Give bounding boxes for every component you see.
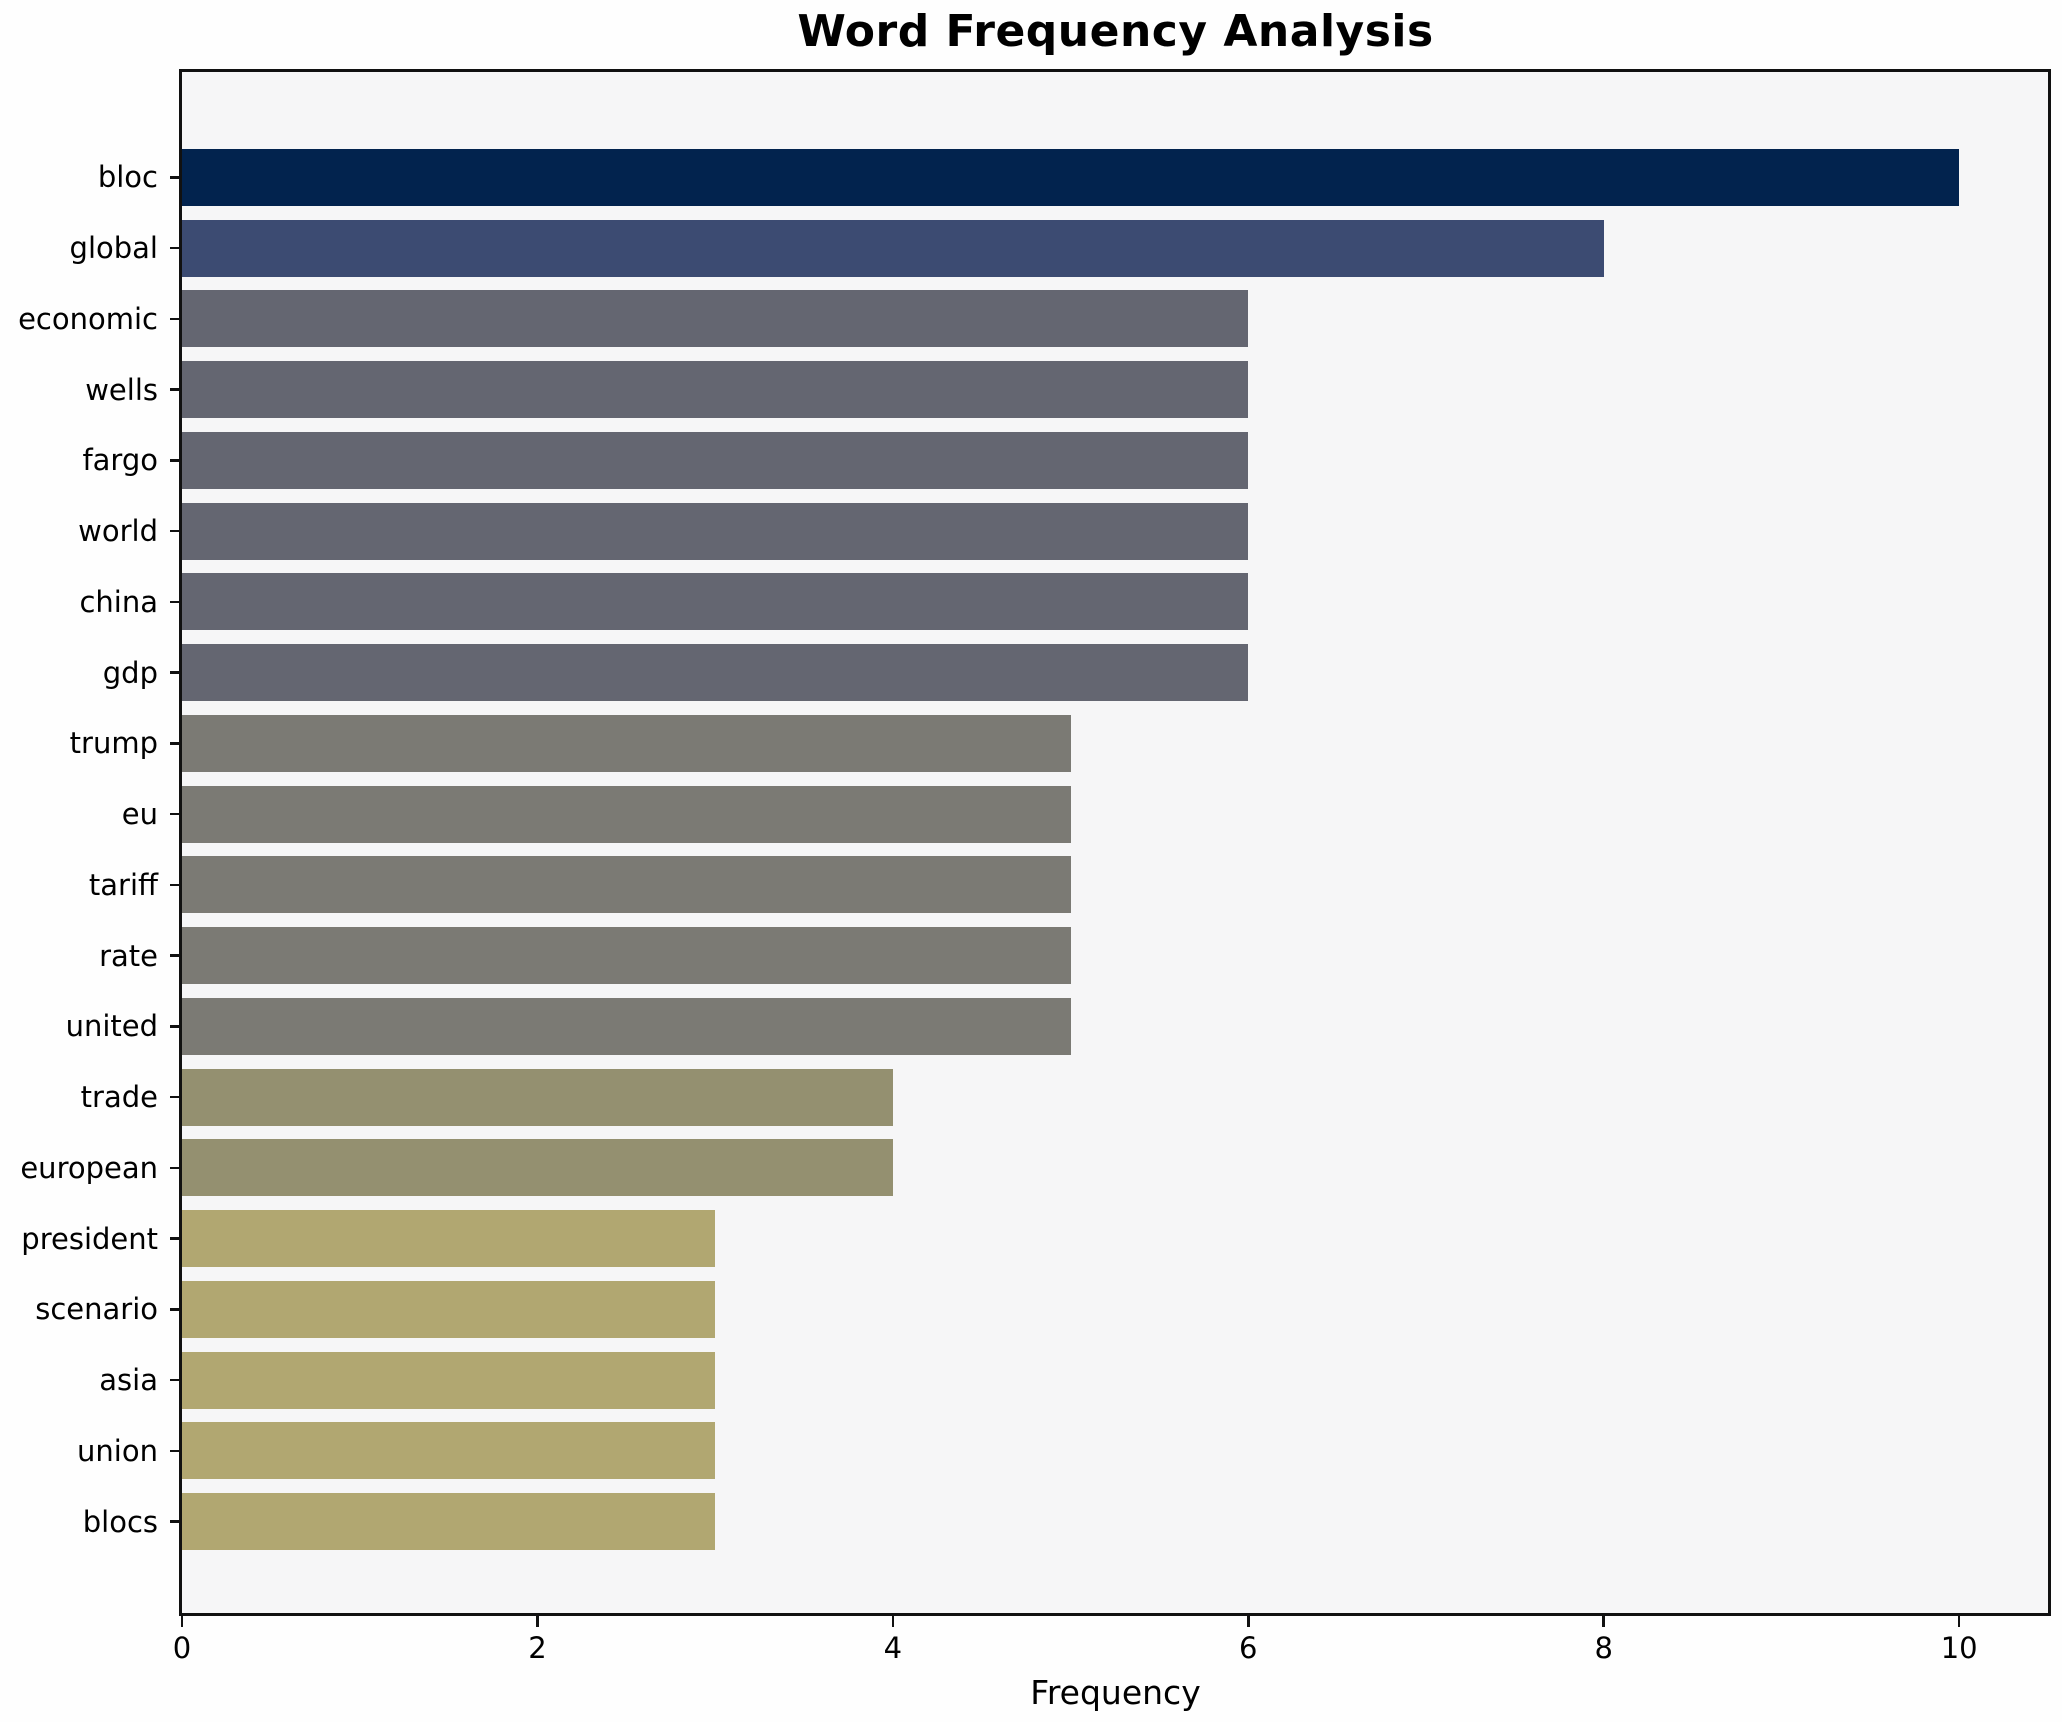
bar-scenario <box>182 1280 716 1338</box>
y-tick-mark <box>170 812 181 816</box>
bar-eu <box>182 785 1071 843</box>
x-tick-label: 0 <box>172 1631 192 1665</box>
y-tick-label: blocs <box>82 1504 158 1539</box>
bar-united <box>182 997 1071 1055</box>
bar-asia <box>182 1351 716 1409</box>
x-tick-mark <box>180 1616 184 1627</box>
y-tick-mark <box>170 1449 181 1453</box>
x-tick-mark <box>891 1616 895 1627</box>
bar-tariff <box>182 856 1071 914</box>
bar-trade <box>182 1068 893 1126</box>
x-tick-label: 10 <box>1940 1631 1978 1665</box>
bar-economic <box>182 290 1249 348</box>
bar-gdp <box>182 644 1249 702</box>
bar-union <box>182 1422 716 1480</box>
bar-wells <box>182 361 1249 419</box>
y-tick-mark <box>170 1520 181 1523</box>
y-tick-mark <box>170 388 181 391</box>
y-tick-mark <box>170 671 181 674</box>
bar-fargo <box>182 431 1249 489</box>
y-tick-label: global <box>69 231 158 266</box>
y-tick-label: president <box>21 1221 158 1256</box>
y-tick-label: scenario <box>35 1292 158 1327</box>
x-tick-label: 2 <box>528 1631 547 1665</box>
y-tick-label: union <box>77 1433 158 1468</box>
y-tick-mark <box>170 1308 181 1311</box>
y-tick-label: china <box>79 584 158 619</box>
y-tick-mark <box>170 1095 181 1099</box>
bar-world <box>182 502 1249 560</box>
bar-bloc <box>182 148 1960 206</box>
y-tick-label: eu <box>121 797 158 832</box>
x-tick-label: 4 <box>883 1631 903 1665</box>
bar-blocs <box>182 1493 716 1551</box>
x-tick-mark <box>1957 1616 1961 1627</box>
y-tick-label: european <box>20 1150 158 1185</box>
y-tick-mark <box>170 1166 181 1170</box>
bar-trump <box>182 714 1071 772</box>
y-tick-mark <box>170 317 181 321</box>
y-tick-mark <box>170 954 181 957</box>
y-tick-label: trade <box>80 1080 158 1115</box>
y-tick-mark <box>170 1237 181 1240</box>
y-tick-label: bloc <box>97 160 158 195</box>
y-tick-label: asia <box>99 1363 158 1398</box>
y-tick-mark <box>170 883 181 887</box>
plot-area <box>179 69 2051 1616</box>
y-tick-mark <box>170 1025 181 1028</box>
y-tick-mark <box>170 1378 181 1382</box>
y-tick-mark <box>170 600 181 604</box>
y-tick-label: economic <box>18 301 158 336</box>
y-tick-label: tariff <box>88 867 158 902</box>
x-tick-label: 6 <box>1239 1631 1258 1665</box>
y-tick-label: fargo <box>82 443 158 478</box>
x-tick-mark <box>1602 1616 1605 1627</box>
y-tick-label: world <box>78 514 158 549</box>
x-tick-mark <box>1247 1616 1250 1627</box>
bar-china <box>182 573 1249 631</box>
y-tick-label: wells <box>85 372 158 407</box>
y-tick-mark <box>170 176 181 179</box>
x-axis-label: Frequency <box>1030 1673 1201 1712</box>
x-tick-mark <box>536 1616 539 1627</box>
y-tick-label: gdp <box>102 655 158 690</box>
y-tick-label: trump <box>69 726 158 761</box>
bar-president <box>182 1210 716 1268</box>
bar-rate <box>182 927 1071 985</box>
chart-title: Word Frequency Analysis <box>797 6 1434 57</box>
y-tick-mark <box>170 246 181 250</box>
x-tick-label: 8 <box>1594 1631 1613 1665</box>
bar-european <box>182 1139 893 1197</box>
y-tick-mark <box>170 742 181 745</box>
y-tick-mark <box>170 529 181 533</box>
y-tick-label: united <box>65 1009 158 1044</box>
y-tick-mark <box>170 459 181 462</box>
bar-global <box>182 219 1604 277</box>
y-tick-label: rate <box>99 938 158 973</box>
